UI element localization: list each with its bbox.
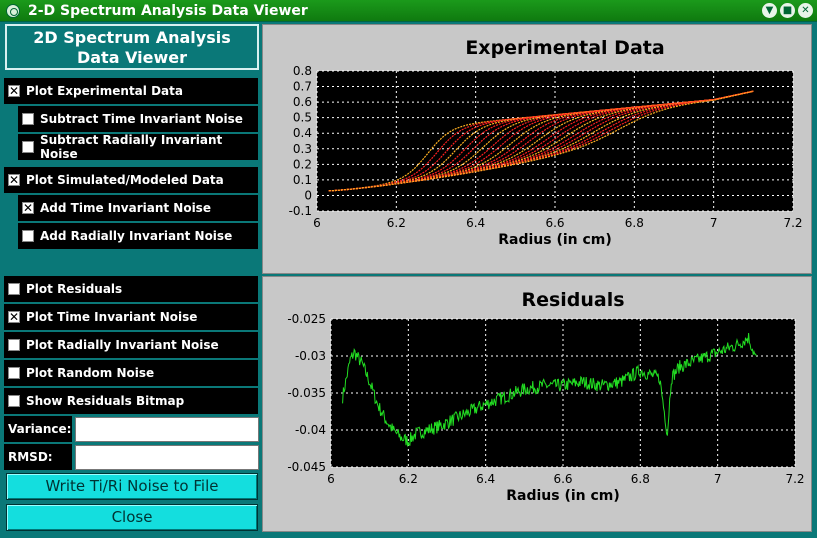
data-series-line <box>328 90 754 192</box>
checkbox[interactable]: ✕ <box>22 201 34 215</box>
y-tick-label: 0.8 <box>293 64 312 78</box>
residuals-panel: Residuals 6 6.2 6.4 6.6 6.8 7 7.2 -0.025 -0.03 -0.… <box>262 276 812 532</box>
y-tick-label: -0.035 <box>287 386 326 400</box>
experimental-data-panel: Experimental Data 6 6.2 6.4 6.6 6.8 7 7.2 0.8 0.7… <box>262 24 812 274</box>
x-tick-label: 7.2 <box>783 216 802 230</box>
y-tick-label: 0.1 <box>293 173 312 187</box>
x-tick-label: 6 <box>313 216 321 230</box>
residuals-chart: Residuals 6 6.2 6.4 6.6 6.8 7 7.2 -0.025 -0.03 -0.… <box>287 289 804 504</box>
option-label: Subtract Radially Invariant Noise <box>40 133 223 161</box>
checkbox[interactable]: ✕ <box>8 173 20 187</box>
data-series-line <box>328 90 754 192</box>
x-tick-label: 6.8 <box>625 216 644 230</box>
x-tick-label: 6.4 <box>476 472 495 486</box>
y-tick-label: 0.6 <box>293 95 312 109</box>
option-subtract-time-invariant-noise[interactable]: Subtract Time Invariant Noise <box>18 106 258 132</box>
maximize-icon[interactable]: ■ <box>780 3 795 18</box>
rmsd-label: RMSD: <box>4 444 72 470</box>
checkbox[interactable] <box>22 141 34 153</box>
y-tick-label: 0.5 <box>293 111 312 125</box>
option-label: Add Time Invariant Noise <box>40 201 211 215</box>
y-tick-label: -0.04 <box>295 423 326 437</box>
option-label: Subtract Time Invariant Noise <box>40 112 243 126</box>
option-plot-experimental-data[interactable]: ✕ Plot Experimental Data <box>4 78 258 104</box>
y-tick-label: -0.1 <box>289 204 312 218</box>
x-tick-label: 7 <box>714 472 722 486</box>
checkbox[interactable] <box>8 283 20 295</box>
banner-line-1: 2D Spectrum Analysis <box>33 28 231 47</box>
option-plot-simulated-data[interactable]: ✕ Plot Simulated/Modeled Data <box>4 167 258 193</box>
y-tick-label: 0 <box>304 188 312 202</box>
option-plot-residuals[interactable]: Plot Residuals <box>4 276 258 302</box>
option-label: Show Residuals Bitmap <box>26 394 185 408</box>
banner-line-2: Data Viewer <box>76 48 188 67</box>
y-tick-label: 0.2 <box>293 157 312 171</box>
panel-banner: 2D Spectrum Analysis Data Viewer <box>5 24 259 70</box>
checkbox[interactable]: ✕ <box>8 84 20 98</box>
x-tick-label: 6.6 <box>545 216 564 230</box>
window-title: 2-D Spectrum Analysis Data Viewer <box>28 2 308 19</box>
option-subtract-radially-invariant-noise[interactable]: Subtract Radially Invariant Noise <box>18 133 258 161</box>
data-series-line <box>328 90 754 192</box>
option-label: Plot Radially Invariant Noise <box>26 338 219 352</box>
x-tick-label: 6.2 <box>387 216 406 230</box>
checkbox[interactable] <box>8 367 20 379</box>
option-label: Plot Random Noise <box>26 366 155 380</box>
data-series-line <box>328 90 754 192</box>
option-add-time-invariant-noise[interactable]: ✕ Add Time Invariant Noise <box>18 195 258 221</box>
chart-title: Residuals <box>521 289 624 311</box>
option-plot-random-noise[interactable]: Plot Random Noise <box>4 360 258 386</box>
variance-field[interactable] <box>75 417 259 442</box>
option-plot-radially-invariant-noise[interactable]: Plot Radially Invariant Noise <box>4 332 258 358</box>
option-label: Add Radially Invariant Noise <box>40 229 233 243</box>
checkbox[interactable] <box>22 113 34 125</box>
x-axis-label: Radius (in cm) <box>498 232 612 248</box>
option-plot-time-invariant-noise[interactable]: ✕ Plot Time Invariant Noise <box>4 304 258 330</box>
x-axis-label: Radius (in cm) <box>506 488 620 504</box>
residual-series-line <box>342 332 757 447</box>
write-noise-button[interactable]: Write Ti/Ri Noise to File <box>6 473 258 500</box>
x-tick-label: 6 <box>327 472 335 486</box>
y-tick-label: -0.025 <box>287 312 326 326</box>
y-tick-label: 0.3 <box>293 142 312 156</box>
option-label: Plot Time Invariant Noise <box>26 310 198 324</box>
control-panel: 2D Spectrum Analysis Data Viewer ✕ Plot … <box>0 22 262 538</box>
checkbox[interactable] <box>22 230 34 242</box>
app-icon[interactable] <box>6 3 20 18</box>
option-show-residuals-bitmap[interactable]: Show Residuals Bitmap <box>4 388 258 414</box>
x-tick-label: 6.6 <box>553 472 572 486</box>
x-tick-label: 7 <box>710 216 718 230</box>
checkbox[interactable] <box>8 395 20 407</box>
y-tick-label: -0.03 <box>295 349 326 363</box>
y-tick-label: 0.4 <box>293 126 312 140</box>
checkbox[interactable] <box>8 339 20 351</box>
rmsd-field[interactable] <box>75 445 259 470</box>
variance-label: Variance: <box>4 416 72 442</box>
chart-title: Experimental Data <box>465 37 664 59</box>
close-icon[interactable]: ✕ <box>798 3 813 18</box>
data-series-line <box>328 90 754 192</box>
option-add-radially-invariant-noise[interactable]: Add Radially Invariant Noise <box>18 223 258 249</box>
minimize-icon[interactable]: ▼ <box>762 3 777 18</box>
y-tick-label: -0.045 <box>287 460 326 474</box>
y-tick-label: 0.7 <box>293 80 312 94</box>
checkbox[interactable]: ✕ <box>8 310 20 324</box>
x-tick-label: 6.4 <box>466 216 485 230</box>
option-label: Plot Simulated/Modeled Data <box>26 173 224 187</box>
x-tick-label: 7.2 <box>785 472 804 486</box>
option-label: Plot Residuals <box>26 282 123 296</box>
close-button[interactable]: Close <box>6 504 258 531</box>
window-titlebar: 2-D Spectrum Analysis Data Viewer ▼ ■ ✕ <box>0 0 817 22</box>
experimental-data-chart: Experimental Data 6 6.2 6.4 6.6 6.8 7 7.2 0.8 0.7… <box>289 37 803 248</box>
x-tick-label: 6.2 <box>399 472 418 486</box>
x-tick-label: 6.8 <box>631 472 650 486</box>
option-label: Plot Experimental Data <box>26 84 183 98</box>
